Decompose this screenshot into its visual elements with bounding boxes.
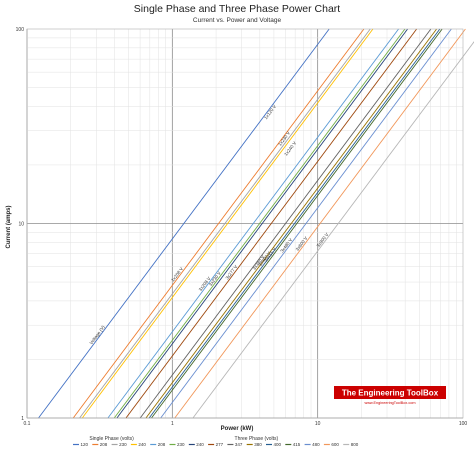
legend-item-label: 600 <box>331 442 339 447</box>
x-tick-label: 10 <box>315 421 321 427</box>
series-line-single-120 <box>38 28 330 419</box>
x-tick-label: 100 <box>459 421 468 427</box>
legend-item-label: 480 <box>312 442 320 447</box>
chart-subtitle: Current vs. Power and Voltage <box>193 17 282 24</box>
legend-item-label: 208 <box>158 442 166 447</box>
legend-item-label: 240 <box>196 442 204 447</box>
series-lines <box>38 28 474 419</box>
y-axis-label: Current (amps) <box>6 205 12 248</box>
legend-item-label: 800 <box>351 442 359 447</box>
series-line-three-600 <box>174 28 466 419</box>
legend-item-label: 230 <box>177 442 185 447</box>
series-line-three-800 <box>192 41 474 419</box>
y-tick-label: 10 <box>18 222 24 228</box>
series-line-three-277 <box>125 28 418 419</box>
series-line-three-380 <box>145 28 437 419</box>
branding-logo: The Engineering ToolBox www.EngineeringT… <box>334 386 446 405</box>
y-tick-label: 100 <box>16 27 25 33</box>
legend-item-label: 415 <box>293 442 301 447</box>
brand-name: The Engineering ToolBox <box>342 389 439 398</box>
legend: Single Phase (volts) Three Phase (volts) 1… <box>73 436 359 447</box>
series-line-single-240 <box>81 28 374 419</box>
series-line-three-230 <box>113 28 406 419</box>
plot-frame <box>26 28 464 419</box>
legend-item-label: 400 <box>274 442 282 447</box>
series-line-single-230 <box>79 28 371 419</box>
series-line-three-240 <box>116 28 408 419</box>
x-axis-label: Power (kW) <box>221 426 254 432</box>
series-line-three-400 <box>148 28 441 419</box>
series-line-three-480 <box>160 28 452 419</box>
brand-url: www.EngineeringToolBox.com <box>364 401 415 405</box>
series-line-single-208 <box>72 28 365 419</box>
grid <box>26 29 463 419</box>
x-tick-label: 0.1 <box>24 421 31 427</box>
chart-title: Single Phase and Three Phase Power Chart <box>134 3 341 15</box>
series-line-three-347 <box>139 28 432 419</box>
legend-item-label: 208 <box>100 442 108 447</box>
series-line-three-208 <box>107 28 399 419</box>
x-tick-label: 1 <box>171 421 174 427</box>
legend-item-label: 380 <box>254 442 262 447</box>
legend-group-three-phase: Three Phase (volts) <box>235 436 279 442</box>
series-line-three-415 <box>151 28 443 419</box>
legend-group-single-phase: Single Phase (volts) <box>89 436 134 442</box>
legend-item-label: 347 <box>235 442 243 447</box>
legend-item-label: 120 <box>81 442 89 447</box>
brand-banner <box>334 386 446 399</box>
legend-item-label: 277 <box>216 442 224 447</box>
y-tick-label: 1 <box>21 416 24 422</box>
legend-item-label: 240 <box>138 442 146 447</box>
legend-item-label: 230 <box>119 442 127 447</box>
